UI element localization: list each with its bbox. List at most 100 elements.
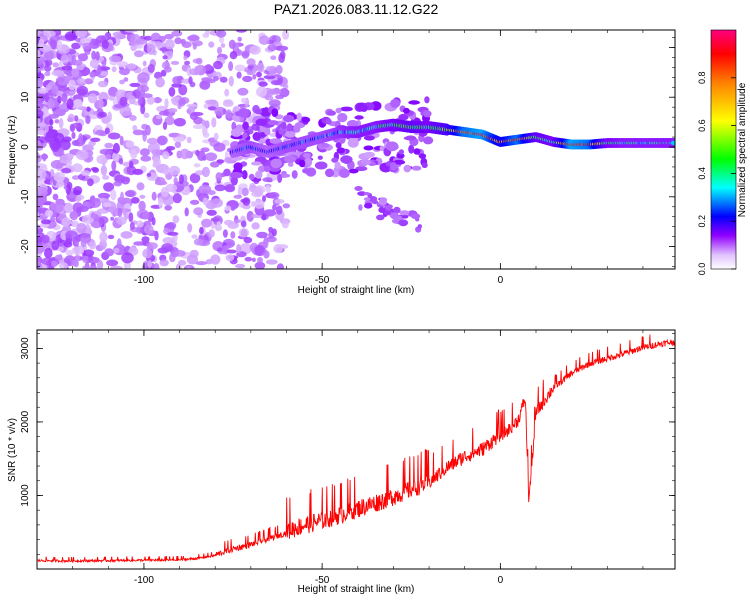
spectrogram-noise-blob [159, 259, 169, 267]
spectrogram-noise-blob [151, 191, 157, 201]
spectrogram-track-cluster [270, 158, 283, 169]
spectrogram-noise-blob [57, 85, 69, 92]
spectrogram-noise-blob [61, 167, 72, 174]
spectrogram-track-cluster [363, 151, 375, 158]
spectrogram-noise-blob [225, 109, 232, 119]
spectrogram-noise-blob [274, 199, 285, 204]
spectrogram-noise-blob [270, 55, 277, 60]
spectrogram-track-cluster [293, 124, 301, 133]
spectrogram-noise-blob [164, 33, 174, 40]
spectrogram-noise-blob [110, 216, 115, 221]
spectrogram-noise-blob [256, 62, 265, 73]
spectrogram-noise-blob [140, 104, 146, 115]
spectrogram-noise-blob [241, 187, 249, 197]
spectrogram-noise-blob [179, 148, 190, 160]
spectrogram-noise-blob [58, 118, 64, 129]
spectrogram-noise-blob [184, 60, 191, 65]
spectrogram-noise-blob [230, 231, 236, 239]
spectrogram-noise-blob [78, 206, 89, 212]
colorbar-tick-label: 0.6 [697, 119, 707, 132]
spectrogram-track-cluster [423, 110, 432, 118]
spectrogram-noise-blob [208, 229, 215, 238]
spectrogram-noise-blob [74, 99, 83, 108]
spectrogram-noise-blob [121, 252, 134, 264]
spectrogram-noise-blob [66, 181, 73, 190]
spectrogram-ticks: -100 -50 0 20 10 0 -10 -20 [20, 30, 675, 286]
spectrogram-noise-blob [222, 108, 227, 115]
spectrogram-noise-blob [51, 84, 59, 95]
spectrogram-noise-blob [251, 257, 256, 262]
spectrogram-noise-blob [161, 243, 174, 252]
spectrogram-noise-blob [153, 263, 160, 269]
spectrogram-noise-blob [237, 36, 242, 42]
spectrogram-noise-blob [125, 140, 135, 148]
spectrogram-noise-blob [263, 75, 276, 80]
spectrogram-track-cluster [325, 118, 332, 125]
spectrogram-noise-blob [194, 65, 199, 76]
spectrogram-track-cluster [354, 115, 364, 120]
spectrogram-noise-blob [184, 207, 189, 217]
spectrogram-noise-blob [119, 96, 128, 107]
spectrogram-noise-blob [214, 184, 226, 192]
spectrogram-noise-blob [71, 175, 80, 180]
spectrogram-noise-blob [64, 177, 69, 184]
spectrogram-noise-blob [162, 169, 169, 175]
spectrogram-noise-blob [76, 64, 85, 71]
spectrogram-noise-blob [71, 131, 76, 139]
spectrogram-noise-blob [136, 182, 145, 191]
snr-panel: -100 -50 0 1000 2000 3000 Height of straight … [7, 329, 676, 595]
spectrogram-noise-blob [157, 135, 168, 146]
spectrogram-track-cluster [408, 100, 420, 105]
spectrogram-noise-blob [173, 117, 186, 127]
spectrogram-noise-blob [132, 125, 138, 131]
spectrogram-noise-blob [247, 64, 254, 70]
spectrogram-noise-blob [268, 65, 277, 76]
spectrogram-noise-blob [50, 260, 58, 267]
spectrogram-noise-blob [166, 222, 177, 230]
spectrogram-noise-blob [61, 92, 68, 103]
spectrogram-noise-blob [37, 101, 44, 110]
spectrogram-noise-blob [109, 55, 122, 62]
spectrogram-noise-blob [219, 36, 225, 44]
spectrogram-noise-blob [98, 111, 107, 118]
spectrogram-noise-blob [239, 243, 252, 255]
colorbar-ticks: 0.0 0.2 0.4 0.6 0.8 [697, 72, 736, 275]
spectrogram-noise-blob [262, 177, 273, 183]
spectrogram-noise-blob [129, 221, 135, 230]
spectrogram-noise-blob [202, 132, 210, 138]
spectrogram-track-cluster [287, 162, 294, 167]
spectrogram-noise-blob [67, 113, 75, 123]
spectrogram-noise-blob [68, 79, 76, 91]
spectrogram-noise-blob [44, 209, 54, 217]
spectrogram-noise-blob [139, 194, 146, 199]
x-tick-label: 0 [498, 575, 504, 586]
spectrogram-noise-blob [240, 228, 248, 238]
spectrogram-noise-blob [215, 172, 223, 182]
spectrogram-noise-blob [172, 193, 182, 204]
spectrogram-noise-blob [76, 88, 87, 94]
spectrogram-noise-blob [110, 265, 123, 269]
spectrogram-noise-blob [189, 112, 199, 121]
spectrogram-track-cluster [338, 168, 350, 178]
spectrogram-noise-blob [140, 155, 152, 162]
spectrogram-noise-blob [130, 197, 140, 204]
spectrogram-noise-blob [264, 95, 274, 101]
spectrogram-noise-blob [254, 245, 266, 257]
spectrogram-track-cluster [331, 157, 339, 163]
spectrogram-noise-blob [132, 168, 144, 175]
spectrogram-track-cluster [269, 138, 282, 145]
spectrogram-noise-blob [222, 100, 234, 107]
spectrogram-track-cluster [229, 171, 243, 179]
spectrogram-track-cluster [255, 170, 263, 179]
spectrogram-noise-blob [133, 50, 144, 58]
spectrogram-noise-blob [104, 248, 114, 257]
colorbar-frame [710, 29, 737, 270]
spectrogram-noise-blob [233, 194, 243, 199]
spectrogram-noise-blob [112, 97, 118, 107]
spectrogram-noise-blob [107, 132, 121, 140]
spectrogram-track-cluster [363, 135, 375, 141]
spectrogram-noise-blob [128, 212, 134, 223]
spectrogram-noise-blob [229, 51, 238, 60]
spectrogram-noise-blob [75, 196, 82, 202]
spectrogram-noise-blob [163, 200, 170, 206]
